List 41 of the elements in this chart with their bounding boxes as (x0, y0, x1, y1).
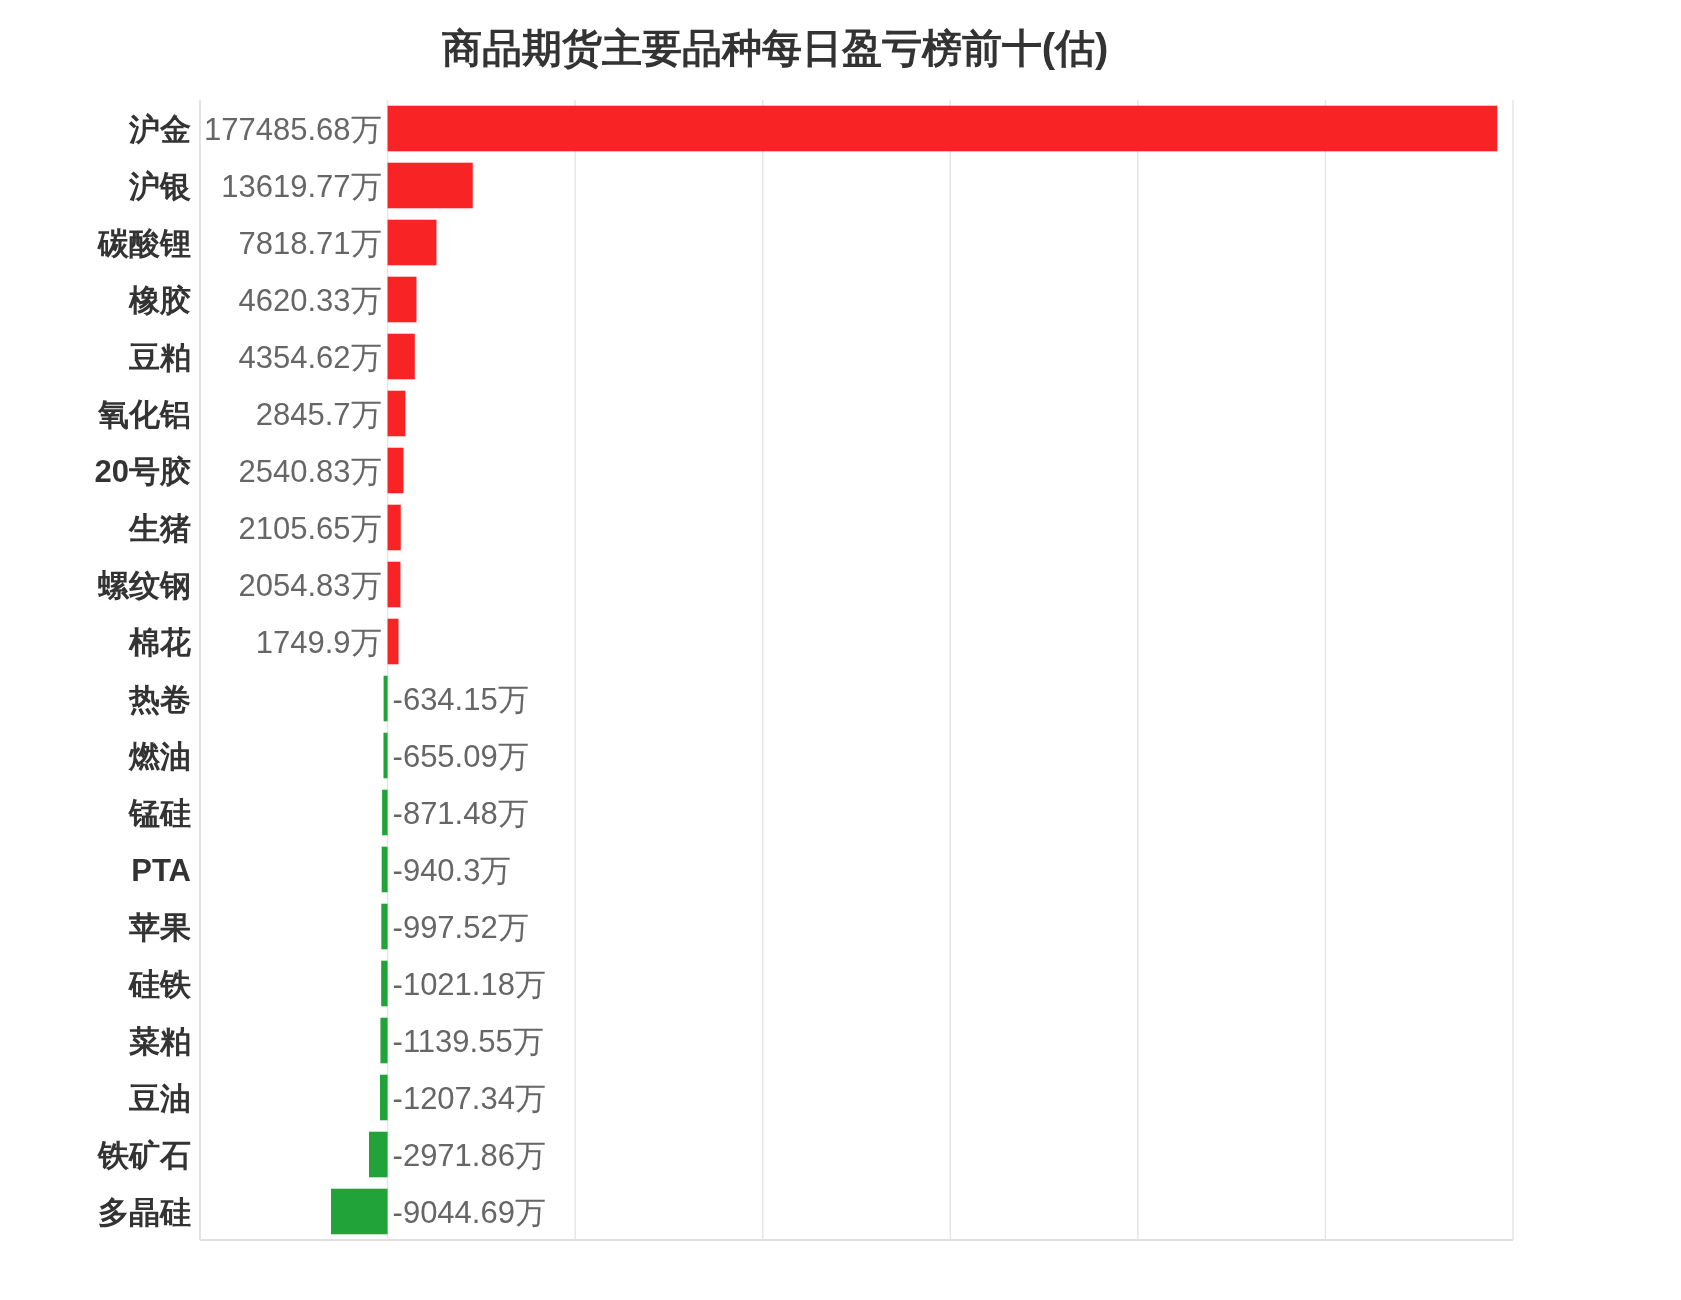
y-tick-label: 生猪 (128, 510, 191, 546)
y-tick-label: 棉花 (128, 624, 191, 660)
y-tick-label: 螺纹钢 (97, 567, 191, 603)
y-tick-label: 豆粕 (128, 339, 191, 375)
data-label: -871.48万 (392, 795, 529, 831)
y-tick-label: 锰硅 (128, 795, 191, 831)
y-tick-label: 燃油 (128, 738, 191, 774)
data-label: -634.15万 (392, 681, 529, 717)
data-label: 2845.7万 (255, 396, 382, 432)
data-label: 4354.62万 (238, 339, 382, 375)
y-tick-label: 豆油 (128, 1080, 191, 1116)
data-label: -2971.86万 (392, 1137, 546, 1173)
y-tick-label: 沪金 (128, 111, 191, 147)
data-label: -9044.69万 (392, 1194, 546, 1230)
y-tick-label: 沪银 (128, 168, 191, 204)
data-label: 2105.65万 (238, 510, 382, 546)
data-label: 13619.77万 (221, 168, 382, 204)
y-tick-label: 热卷 (128, 681, 191, 717)
y-tick-label: 碳酸锂 (97, 225, 191, 261)
y-tick-label: 菜粕 (128, 1023, 191, 1059)
data-label: 2540.83万 (238, 453, 382, 489)
data-label: -1021.18万 (392, 966, 546, 1002)
data-label: 177485.68万 (204, 111, 382, 147)
y-tick-label: 苹果 (128, 909, 191, 945)
data-label: 7818.71万 (238, 225, 382, 261)
y-tick-label: PTA (131, 852, 191, 888)
y-tick-label: 橡胶 (128, 282, 191, 318)
data-label: -1207.34万 (392, 1080, 546, 1116)
y-tick-label: 硅铁 (128, 966, 191, 1002)
data-label: 4620.33万 (238, 282, 382, 318)
data-label: -997.52万 (392, 909, 529, 945)
chart-title: 商品期货主要品种每日盈亏榜前十(估) (441, 26, 1109, 70)
y-tick-label: 20号胶 (94, 453, 191, 489)
data-label: -940.3万 (392, 852, 512, 888)
y-tick-label: 氧化铝 (97, 396, 191, 432)
data-label: -1139.55万 (392, 1023, 544, 1059)
y-tick-label: 多晶硅 (98, 1194, 191, 1230)
data-label: 1749.9万 (255, 624, 382, 660)
data-label: 2054.83万 (238, 567, 382, 603)
data-label: -655.09万 (392, 738, 529, 774)
y-tick-label: 铁矿石 (97, 1137, 191, 1173)
